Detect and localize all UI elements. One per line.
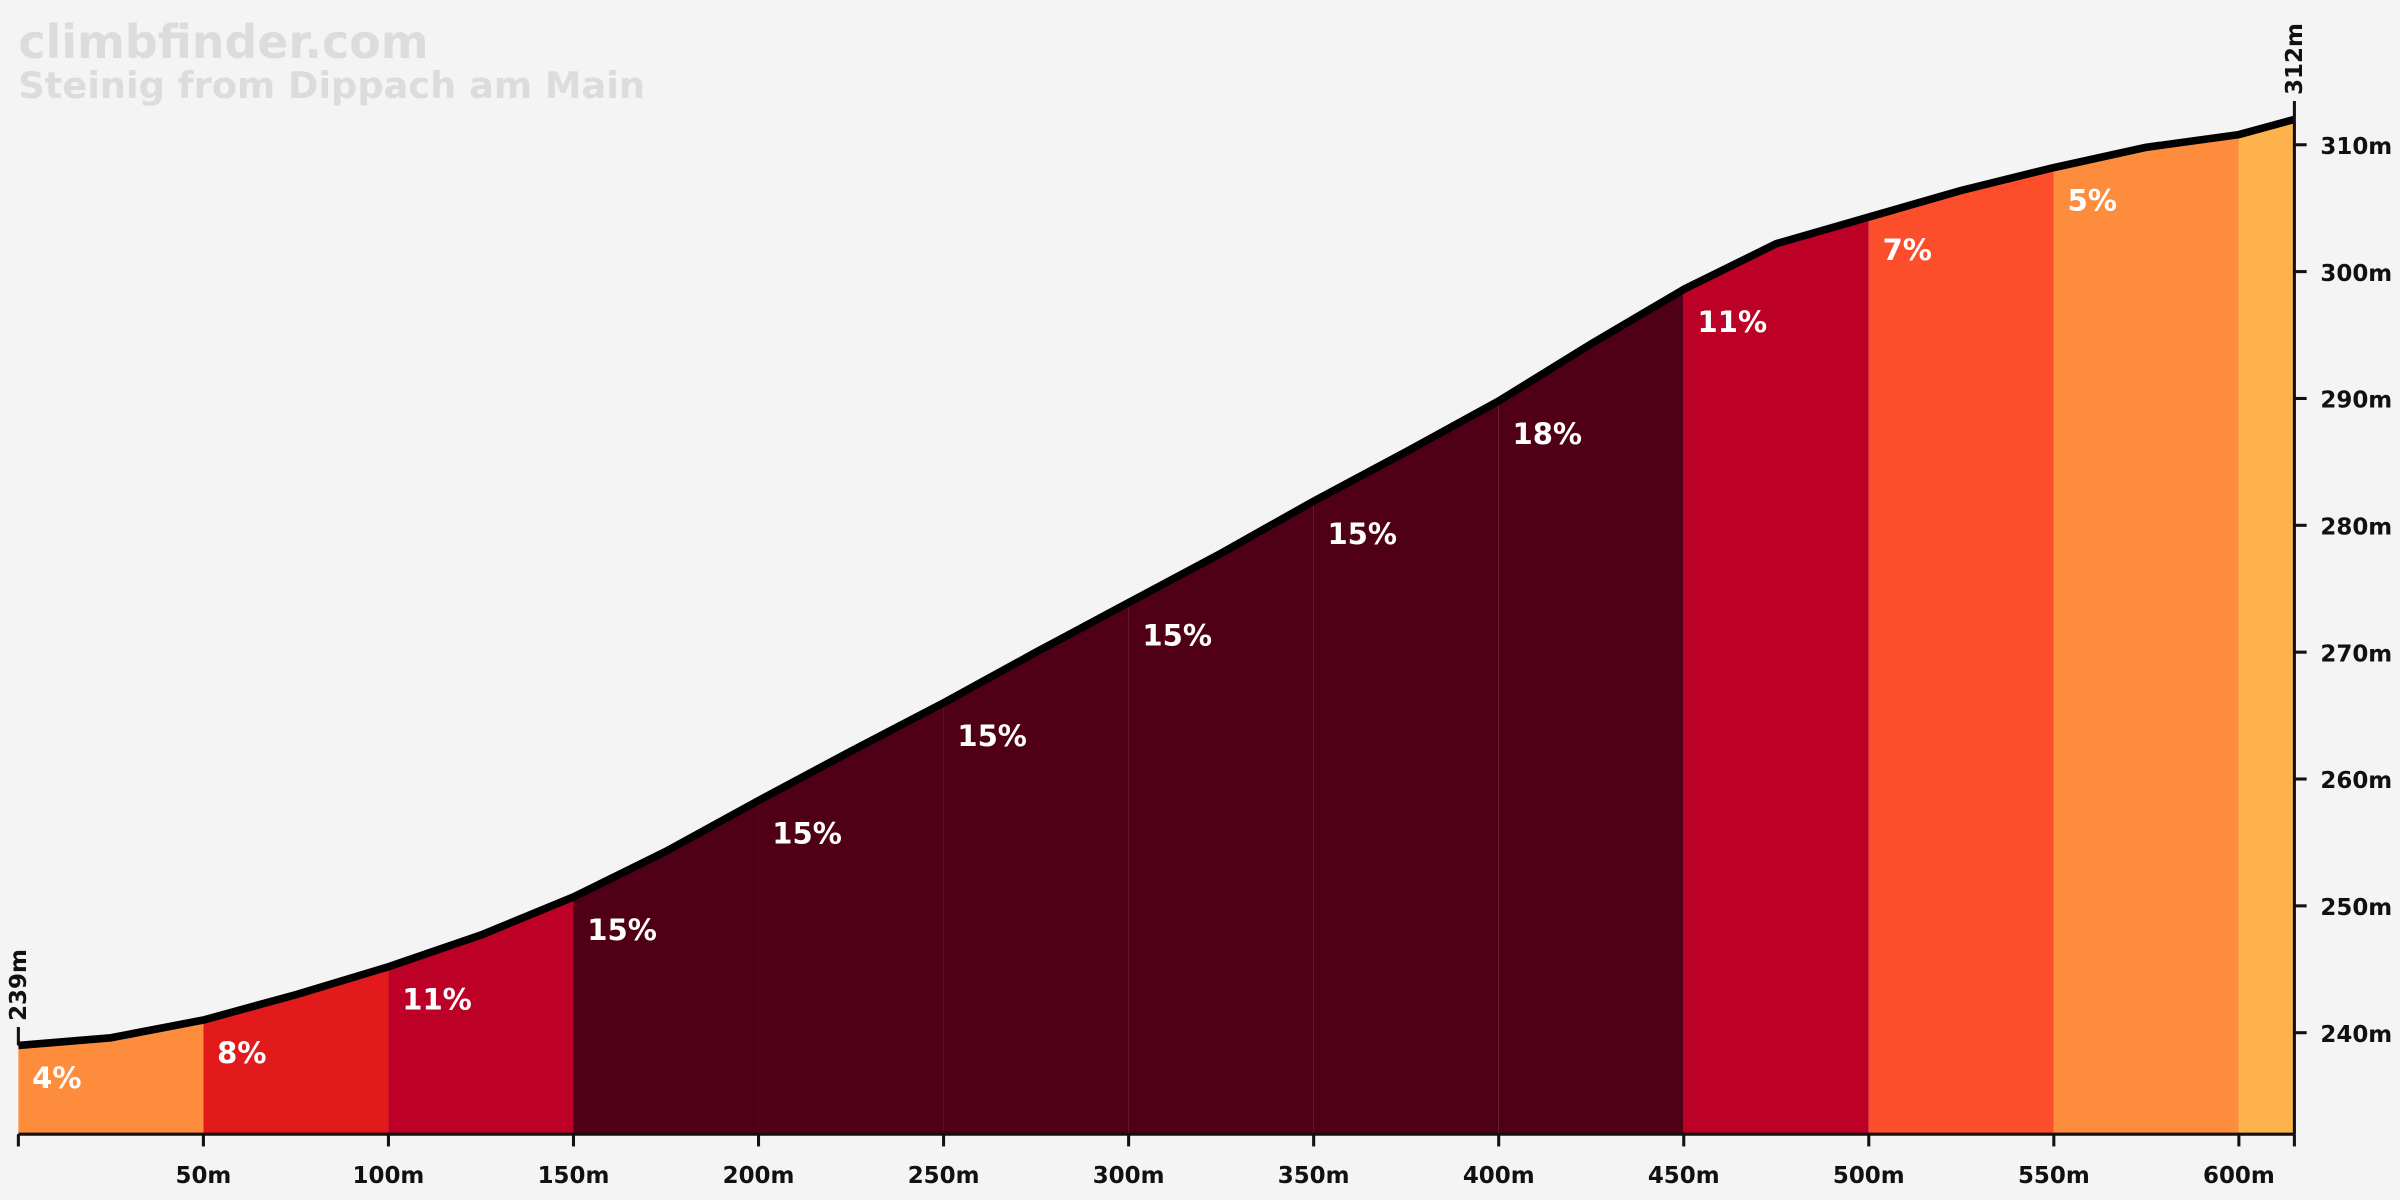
- grade-segment: [1868, 167, 2054, 1135]
- grade-segment: [388, 896, 574, 1135]
- grade-segment: [1128, 501, 1314, 1135]
- x-tick-label: 450m: [1648, 1163, 1720, 1189]
- x-tick-label: 200m: [723, 1163, 795, 1189]
- grade-label: 15%: [1142, 619, 1212, 653]
- grade-label: 18%: [1512, 417, 1582, 451]
- y-tick-label: 260m: [2320, 768, 2392, 794]
- grade-label: 5%: [2068, 183, 2117, 217]
- x-tick-label: 550m: [2018, 1163, 2090, 1189]
- grade-label: 15%: [1327, 517, 1397, 551]
- elevation-label: 312m: [2282, 23, 2308, 95]
- chart-subtitle: Steinig from Dippach am Main: [18, 64, 645, 107]
- y-tick-label: 240m: [2320, 1022, 2392, 1048]
- x-tick-label: 500m: [1833, 1163, 1905, 1189]
- y-tick-label: 310m: [2320, 134, 2392, 160]
- grade-label: 4%: [32, 1061, 81, 1095]
- grade-segment: [943, 602, 1129, 1135]
- y-tick-label: 300m: [2320, 261, 2392, 287]
- y-tick-label: 270m: [2320, 641, 2392, 667]
- grade-segment: [573, 800, 759, 1135]
- grade-segment: [1498, 289, 1684, 1135]
- elevation-label: 239m: [6, 949, 32, 1021]
- grade-label: 11%: [1698, 305, 1768, 339]
- grade-segment: [758, 702, 944, 1135]
- grade-label: 8%: [217, 1036, 266, 1070]
- chart-title: climbfinder.com: [18, 15, 428, 69]
- x-tick-label: 400m: [1463, 1163, 1535, 1189]
- grade-segment: [2053, 134, 2239, 1135]
- grade-label: 7%: [1883, 233, 1932, 267]
- grade-label: 15%: [587, 913, 657, 947]
- grade-segment: [2238, 119, 2295, 1135]
- x-tick-label: 300m: [1093, 1163, 1165, 1189]
- x-tick-label: 350m: [1278, 1163, 1350, 1189]
- x-tick-label: 100m: [353, 1163, 425, 1189]
- grade-segment: [18, 1020, 204, 1135]
- x-tick-label: 50m: [175, 1163, 231, 1189]
- y-tick-label: 280m: [2320, 514, 2392, 540]
- grade-segment: [1683, 217, 1869, 1135]
- y-tick-label: 250m: [2320, 895, 2392, 921]
- grade-label: 15%: [772, 816, 842, 850]
- x-tick-label: 150m: [538, 1163, 610, 1189]
- x-tick-label: 250m: [908, 1163, 980, 1189]
- grade-segment: [1313, 400, 1499, 1135]
- grade-label: 11%: [402, 983, 472, 1017]
- grade-label: 15%: [957, 719, 1027, 753]
- profile-line: [18, 115, 2296, 1050]
- y-tick-label: 290m: [2320, 388, 2392, 414]
- x-tick-label: 600m: [2203, 1163, 2275, 1189]
